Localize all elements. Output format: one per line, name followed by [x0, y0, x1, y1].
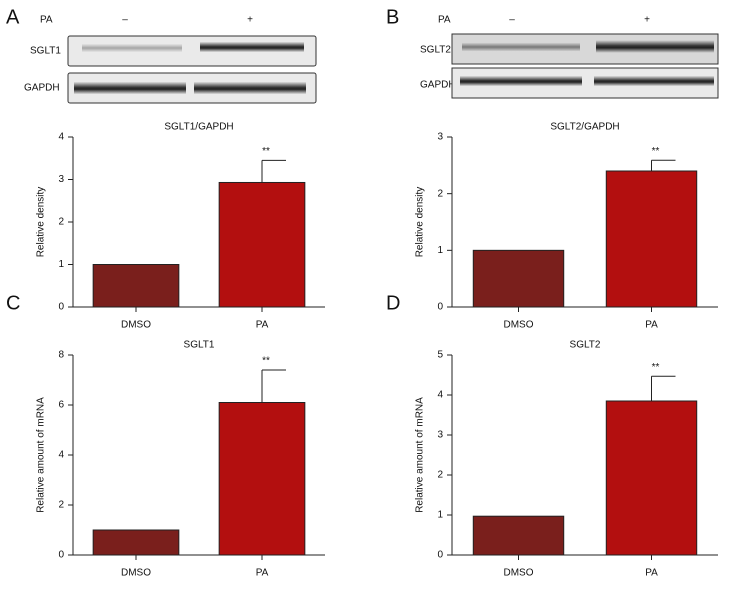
x-tick-label: DMSO	[121, 568, 151, 579]
blot-lane: –	[509, 15, 515, 26]
significance: **	[262, 146, 270, 157]
x-tick-label: PA	[256, 320, 269, 331]
chart-title: SGLT2	[570, 340, 601, 351]
y-tick-label: 8	[58, 350, 64, 361]
y-tick-label: 6	[58, 400, 64, 411]
blot-treatment: PA	[40, 15, 53, 26]
bar	[92, 264, 180, 308]
y-tick-label: 4	[58, 450, 64, 461]
blot-lane: +	[644, 15, 650, 26]
x-tick-label: DMSO	[121, 320, 151, 331]
x-tick-label: PA	[645, 320, 658, 331]
y-tick-label: 0	[58, 550, 64, 561]
bar	[472, 249, 565, 308]
y-tick-label: 5	[437, 350, 443, 361]
y-tick-label: 2	[437, 188, 443, 199]
y-axis-label: Relative amount of mRNA	[415, 397, 426, 513]
y-tick-label: 2	[437, 470, 443, 481]
blot-lane: +	[247, 15, 253, 26]
panel-letter: B	[386, 6, 399, 28]
x-tick-label: DMSO	[504, 568, 534, 579]
y-axis-label: Relative density	[36, 187, 47, 258]
y-tick-label: 1	[437, 245, 443, 256]
blot-row-label: SGLT2	[420, 45, 451, 56]
bar	[218, 181, 306, 308]
bar	[218, 402, 306, 556]
y-tick-label: 3	[437, 430, 443, 441]
bar	[605, 170, 698, 308]
y-tick-label: 0	[58, 302, 64, 313]
y-tick-label: 3	[437, 132, 443, 143]
bar	[92, 529, 180, 556]
blot-row-label: SGLT1	[30, 46, 61, 57]
y-axis-label: Relative amount of mRNA	[36, 397, 47, 513]
significance: **	[652, 362, 660, 373]
blot-treatment: PA	[438, 15, 451, 26]
blot-row-label: GAPDH	[420, 80, 456, 91]
chart-title: SGLT1/GAPDH	[164, 122, 233, 133]
y-tick-label: 2	[58, 500, 64, 511]
y-tick-label: 3	[58, 174, 64, 185]
x-tick-label: PA	[256, 568, 269, 579]
bar	[472, 515, 565, 556]
x-tick-label: DMSO	[504, 320, 534, 331]
chart-title: SGLT2/GAPDH	[550, 122, 619, 133]
y-tick-label: 1	[58, 259, 64, 270]
y-tick-label: 0	[437, 550, 443, 561]
x-tick-label: PA	[645, 568, 658, 579]
panel-letter: D	[386, 292, 400, 314]
bar	[605, 400, 698, 556]
significance: **	[652, 146, 660, 157]
y-tick-label: 0	[437, 302, 443, 313]
y-tick-label: 4	[437, 390, 443, 401]
panel-letter: A	[6, 6, 20, 28]
blot-row-label: GAPDH	[24, 83, 60, 94]
chart-title: SGLT1	[184, 340, 215, 351]
blot-image	[67, 35, 317, 104]
significance: **	[262, 356, 270, 367]
blot-image	[451, 33, 719, 99]
blot-lane: –	[122, 15, 128, 26]
y-tick-label: 4	[58, 132, 64, 143]
y-axis-label: Relative density	[415, 187, 426, 258]
y-tick-label: 2	[58, 217, 64, 228]
y-tick-label: 1	[437, 510, 443, 521]
panel-letter: C	[6, 292, 20, 314]
